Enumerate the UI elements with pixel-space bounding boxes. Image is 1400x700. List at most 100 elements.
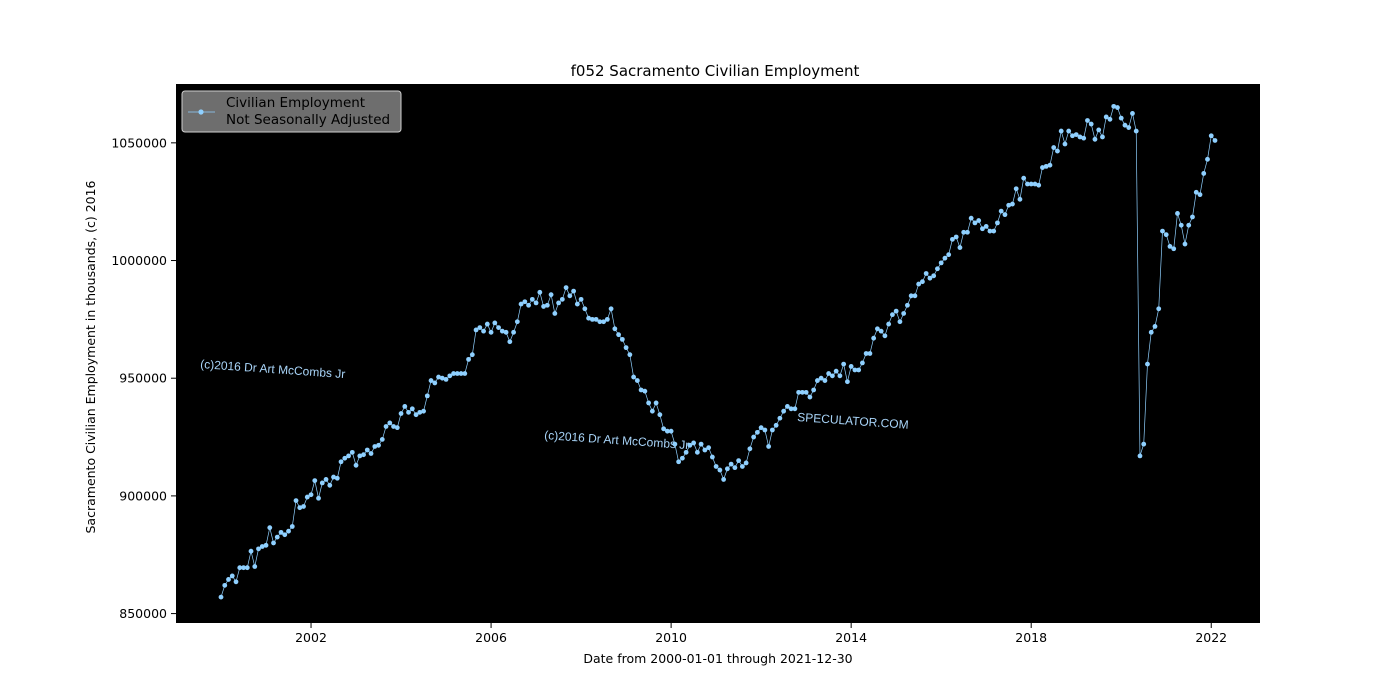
data-point xyxy=(312,478,318,483)
data-point xyxy=(529,296,535,302)
data-point xyxy=(1111,103,1117,109)
data-point xyxy=(713,464,719,469)
data-point xyxy=(871,335,877,341)
data-point xyxy=(777,415,783,421)
data-point xyxy=(758,425,764,431)
data-point xyxy=(1193,189,1199,195)
data-point xyxy=(995,220,1000,226)
data-point xyxy=(331,474,336,480)
data-point xyxy=(222,582,228,588)
data-point xyxy=(353,462,359,468)
data-point xyxy=(541,304,546,309)
data-point xyxy=(938,260,944,266)
data-point xyxy=(826,371,832,376)
data-point xyxy=(799,389,805,395)
data-point xyxy=(1040,165,1045,170)
data-point xyxy=(830,373,835,379)
data-point xyxy=(818,375,824,381)
data-point xyxy=(1077,134,1083,140)
data-point xyxy=(875,326,880,332)
data-point xyxy=(998,208,1004,214)
data-point xyxy=(252,564,258,569)
data-point xyxy=(845,379,850,385)
data-point xyxy=(556,300,561,306)
data-point xyxy=(537,289,543,295)
data-point xyxy=(1178,222,1184,228)
data-point xyxy=(935,266,940,272)
data-point xyxy=(1208,133,1214,139)
data-point xyxy=(672,441,678,447)
data-point xyxy=(1002,212,1008,218)
data-point xyxy=(278,529,284,535)
data-point xyxy=(878,328,884,334)
data-point xyxy=(241,565,246,571)
data-point xyxy=(991,228,997,234)
data-point xyxy=(574,301,580,307)
data-point xyxy=(368,451,374,456)
data-point xyxy=(860,360,865,366)
data-point xyxy=(687,442,693,448)
data-point xyxy=(1081,135,1087,141)
data-point xyxy=(968,215,974,221)
data-point xyxy=(301,504,306,509)
data-point xyxy=(383,424,389,429)
data-point xyxy=(856,367,862,373)
data-point xyxy=(1152,324,1158,329)
data-point xyxy=(589,316,595,322)
data-point xyxy=(815,378,820,383)
data-point xyxy=(1118,115,1124,121)
data-point xyxy=(342,455,348,461)
data-point xyxy=(466,356,471,362)
data-point xyxy=(248,548,254,554)
data-point xyxy=(743,460,749,466)
x-tick-label: 2006 xyxy=(475,630,507,645)
data-point xyxy=(627,352,633,358)
data-point xyxy=(1156,306,1162,312)
data-point xyxy=(1036,182,1042,188)
data-point xyxy=(1133,128,1139,134)
data-point xyxy=(1028,181,1034,187)
legend-label-line2: Not Seasonally Adjusted xyxy=(226,112,390,128)
data-point xyxy=(796,389,802,395)
y-tick-label: 900000 xyxy=(119,488,167,503)
data-point xyxy=(597,319,603,325)
y-axis: 850000 900000 950000 1000000 1050000 xyxy=(111,135,176,621)
data-point xyxy=(233,579,239,585)
data-point xyxy=(807,394,813,400)
data-point xyxy=(1085,118,1090,123)
data-point xyxy=(1043,163,1049,169)
data-point xyxy=(867,351,873,356)
data-point xyxy=(702,447,708,453)
data-point xyxy=(766,444,772,449)
data-point xyxy=(769,427,775,433)
data-point xyxy=(608,306,614,312)
data-point xyxy=(1141,441,1147,447)
data-point xyxy=(286,528,291,534)
data-point xyxy=(890,312,895,318)
data-point xyxy=(271,540,276,546)
data-point xyxy=(616,332,621,338)
data-point xyxy=(784,404,790,409)
data-point xyxy=(972,220,978,226)
data-point xyxy=(649,408,655,414)
data-point xyxy=(1186,222,1192,228)
legend-marker xyxy=(198,109,204,115)
data-point xyxy=(424,393,430,399)
data-point xyxy=(638,387,644,393)
data-point xyxy=(1171,246,1177,252)
data-point xyxy=(263,542,269,548)
data-point xyxy=(289,524,295,529)
data-point xyxy=(1025,181,1030,187)
data-point xyxy=(1163,232,1169,238)
data-point xyxy=(492,320,498,326)
data-point xyxy=(1137,453,1143,459)
data-point xyxy=(406,409,411,415)
data-point xyxy=(361,452,366,458)
data-point xyxy=(1010,201,1015,207)
data-point xyxy=(503,329,509,335)
data-point xyxy=(514,319,520,325)
data-point xyxy=(421,408,426,414)
data-point xyxy=(1073,132,1079,138)
data-point xyxy=(612,326,618,332)
data-point xyxy=(323,477,329,482)
